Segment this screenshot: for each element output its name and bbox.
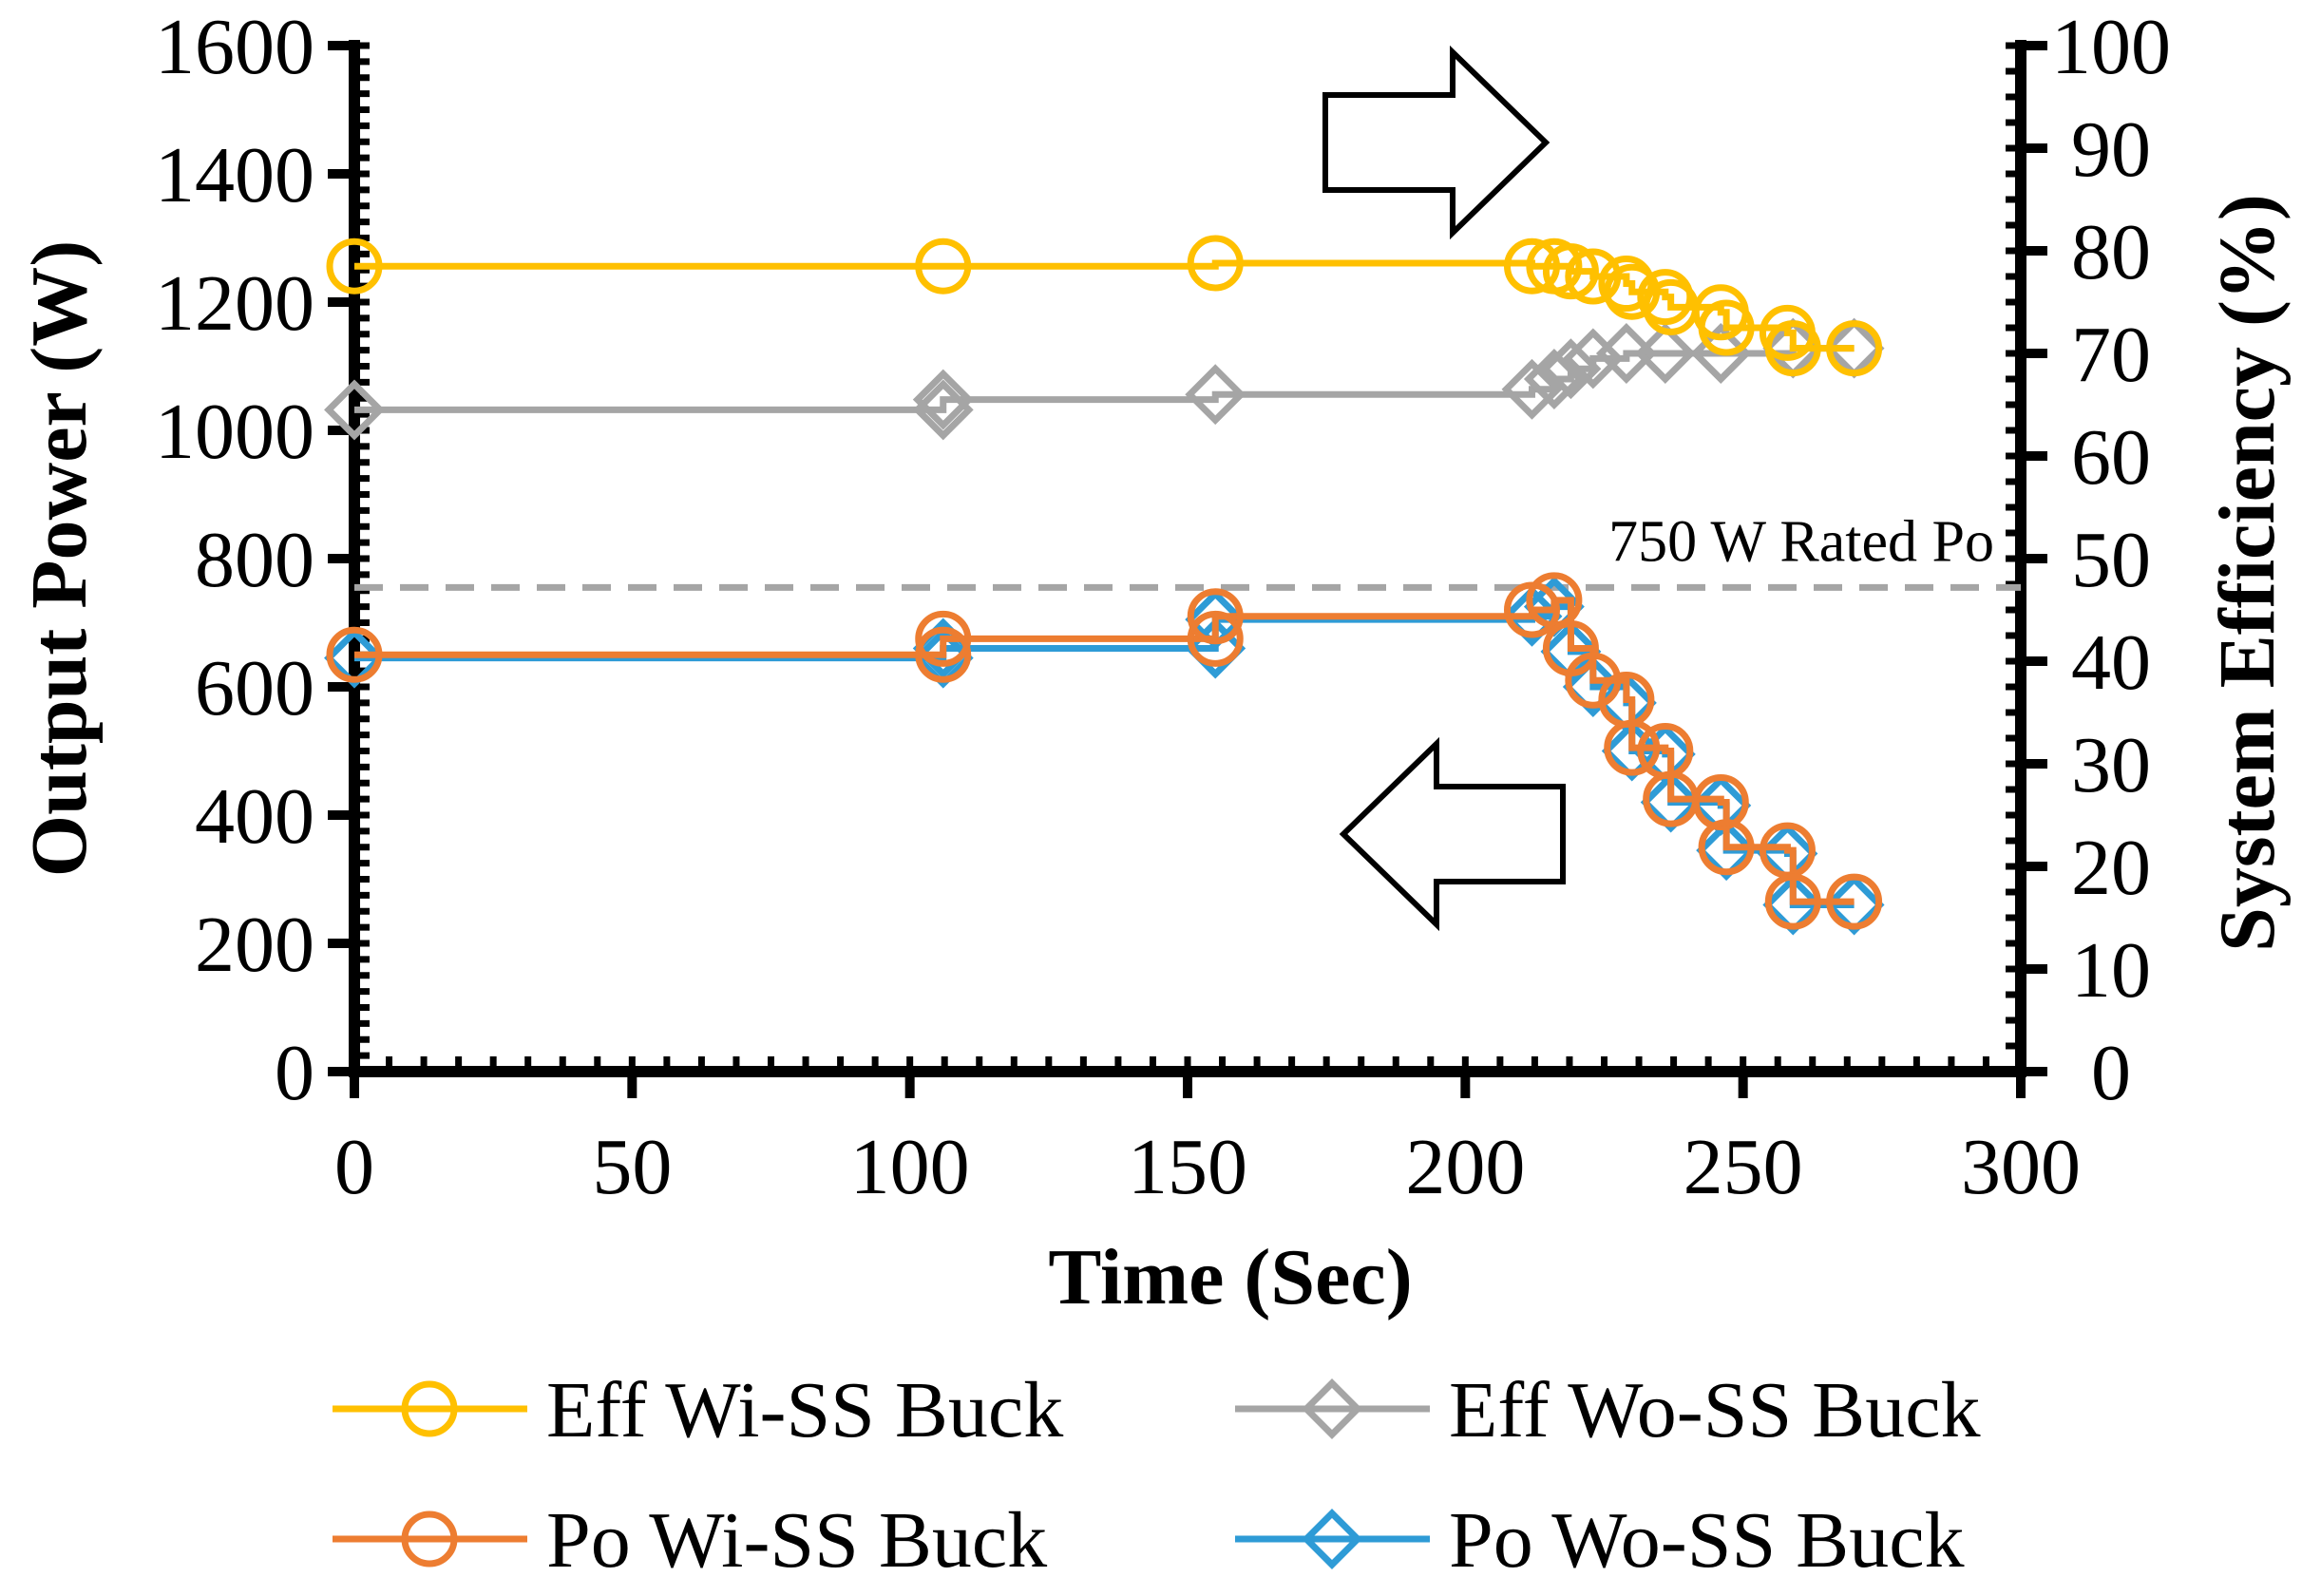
y-right-tick-label: 60 (2071, 413, 2151, 502)
y-right-tick-label: 50 (2071, 516, 2151, 604)
data-point (1523, 349, 1585, 409)
y-right-tick-label: 30 (2071, 721, 2151, 809)
legend-marker (401, 1510, 458, 1568)
legend-entry: Po Wi-SS Buck (333, 1496, 1047, 1585)
data-point (326, 238, 383, 294)
data-point (1501, 358, 1563, 420)
x-tick-label: 300 (1961, 1123, 2081, 1211)
data-point (1565, 652, 1622, 709)
data-point (1690, 323, 1752, 384)
data-point (1187, 588, 1244, 645)
y-left-tick-label: 1400 (155, 131, 314, 219)
y-axis-right-title: System Efficiency (%) (2203, 194, 2292, 952)
reference-line-group: 750 W Rated Po (354, 509, 2021, 591)
legend-marker (1302, 1509, 1362, 1569)
data-point (1598, 256, 1655, 313)
reference-line-label: 750 W Rated Po (1608, 509, 1994, 574)
y-left-tick-label: 600 (195, 644, 314, 732)
y-right-tick-label: 70 (2071, 311, 2151, 399)
legend: Eff Wi-SS Buck Eff Wo-SS Buck Po Wi-SS Buc… (333, 1366, 1981, 1585)
data-point (1698, 299, 1755, 356)
y-right-tick-label: 0 (2091, 1029, 2131, 1117)
data-point (1698, 819, 1755, 876)
x-tick-label: 250 (1684, 1123, 1803, 1211)
data-point (1696, 820, 1758, 882)
series-group (324, 235, 1885, 936)
data-point (1762, 874, 1824, 936)
axis-titles: Time (Sec) Output Power (W) System Efficie… (15, 194, 2292, 1321)
legend-marker (1302, 1378, 1362, 1439)
data-point (1526, 572, 1583, 629)
data-point (1826, 873, 1883, 930)
y-left-tick-label: 800 (195, 516, 314, 604)
legend-entry: Eff Wi-SS Buck (333, 1366, 1063, 1454)
data-point (915, 238, 972, 294)
x-tick-label: 200 (1405, 1123, 1525, 1211)
annotation-arrows (1322, 45, 1566, 932)
y-right-tick-label: 20 (2071, 824, 2151, 912)
data-point (1185, 364, 1246, 426)
data-point (1542, 243, 1599, 300)
series-po-wi-ss-buck (326, 572, 1883, 930)
y-left-tick-label: 1200 (155, 259, 314, 348)
data-point (1692, 774, 1749, 830)
y-right-tick-label: 90 (2071, 105, 2151, 194)
legend-marker (401, 1380, 458, 1437)
legend-label: Eff Wi-SS Buck (546, 1366, 1063, 1454)
left-arrow-annotation (1339, 736, 1566, 932)
series-eff-wi-ss-buck (326, 235, 1883, 377)
series-line (354, 603, 1855, 908)
series-po-wo-ss-buck (324, 576, 1885, 936)
legend-label: Po Wi-SS Buck (546, 1496, 1047, 1585)
y-right-tick-label: 80 (2071, 208, 2151, 296)
data-point (1565, 248, 1622, 305)
legend-label: Po Wo-SS Buck (1449, 1496, 1964, 1585)
legend-entry: Eff Wo-SS Buck (1235, 1366, 1981, 1454)
y-right-tick-label: 40 (2071, 618, 2151, 707)
series-line (354, 597, 1855, 905)
data-point (1823, 874, 1885, 936)
y-left-tick-label: 0 (275, 1029, 314, 1117)
data-point (912, 379, 974, 441)
data-point (912, 369, 974, 430)
data-point (1634, 323, 1696, 384)
x-tick-label: 150 (1128, 1123, 1247, 1211)
data-point (326, 626, 383, 683)
data-point (324, 627, 385, 689)
data-point (1562, 328, 1624, 390)
y-axis-left-title: Output Power (W) (15, 240, 104, 877)
data-point (1640, 771, 1702, 833)
data-point (1187, 610, 1244, 667)
series-eff-wo-ss-buck (324, 317, 1885, 441)
legend-entry: Po Wo-SS Buck (1235, 1496, 1964, 1585)
x-tick-label: 100 (850, 1123, 970, 1211)
data-point (1604, 719, 1661, 776)
data-point (915, 610, 972, 667)
right-arrow-annotation (1322, 45, 1551, 240)
data-point (324, 379, 385, 441)
y-right-tick-label: 10 (2071, 926, 2151, 1015)
y-right-tick-label: 100 (2051, 3, 2171, 91)
data-point (1187, 235, 1244, 292)
data-point (1185, 589, 1246, 651)
data-point (1826, 320, 1883, 377)
data-point (915, 626, 972, 683)
data-point (1764, 873, 1821, 930)
data-point (1503, 238, 1560, 294)
data-point (1764, 320, 1821, 377)
data-point (912, 627, 974, 689)
y-left-tick-label: 1600 (155, 3, 314, 91)
data-point (1604, 263, 1661, 320)
legend-label: Eff Wo-SS Buck (1449, 1366, 1981, 1454)
x-tick-label: 0 (334, 1123, 374, 1211)
y-left-tick-label: 400 (195, 772, 314, 861)
data-point (1540, 338, 1602, 400)
y-left-tick-label: 1000 (155, 388, 314, 476)
axes-group: 0200400600800100012001400160001020304050… (155, 3, 2171, 1211)
x-axis-title: Time (Sec) (1048, 1233, 1412, 1321)
x-tick-label: 50 (592, 1123, 672, 1211)
y-left-tick-label: 200 (195, 901, 314, 989)
